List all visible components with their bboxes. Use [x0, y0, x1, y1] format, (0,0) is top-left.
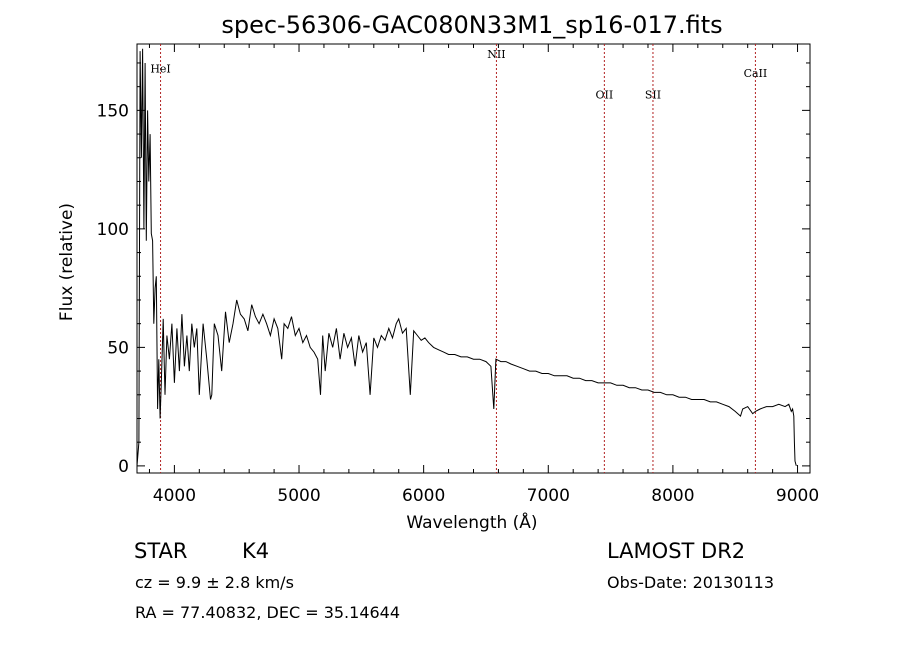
plot-frame — [136, 43, 811, 474]
x-tick-label: 7000 — [527, 486, 570, 506]
y-axis-ticks: 0 50 100 150 — [97, 62, 810, 477]
x-axis-label: Wavelength (Å) — [406, 511, 537, 533]
marker-label-nii: NII — [487, 48, 505, 61]
spectral-line-markers: HeI NII OII SII CaII — [150, 44, 767, 473]
y-tick-label: 0 — [118, 457, 129, 477]
survey-name: LAMOST DR2 — [607, 539, 746, 563]
spectrum-series — [136, 48, 797, 467]
object-class: STAR — [134, 539, 188, 563]
x-tick-label: 9000 — [776, 486, 819, 506]
marker-label-oii: OII — [596, 89, 614, 102]
x-tick-label: 5000 — [277, 486, 320, 506]
y-tick-label: 100 — [97, 220, 129, 240]
coordinates: RA = 77.40832, DEC = 35.14644 — [135, 603, 401, 622]
marker-label-caii: CaII — [744, 67, 768, 80]
observation-date: Obs-Date: 20130113 — [607, 573, 775, 592]
marker-label-hei: HeI — [150, 62, 170, 75]
y-tick-label: 150 — [97, 101, 129, 121]
chart-title: spec-56306-GAC080N33M1_sp16-017.fits — [221, 11, 722, 39]
y-tick-label: 50 — [107, 338, 129, 358]
x-tick-label: 4000 — [153, 486, 196, 506]
object-subclass: K4 — [242, 539, 270, 563]
marker-label-sii: SII — [645, 89, 661, 102]
spectrum-line — [136, 48, 797, 467]
x-axis-ticks: 4000 5000 6000 7000 8000 9000 — [148, 44, 819, 506]
x-tick-label: 8000 — [651, 486, 694, 506]
y-axis-label: Flux (relative) — [57, 203, 77, 321]
x-tick-label: 6000 — [402, 486, 445, 506]
redshift-cz: cz = 9.9 ± 2.8 km/s — [135, 573, 294, 592]
